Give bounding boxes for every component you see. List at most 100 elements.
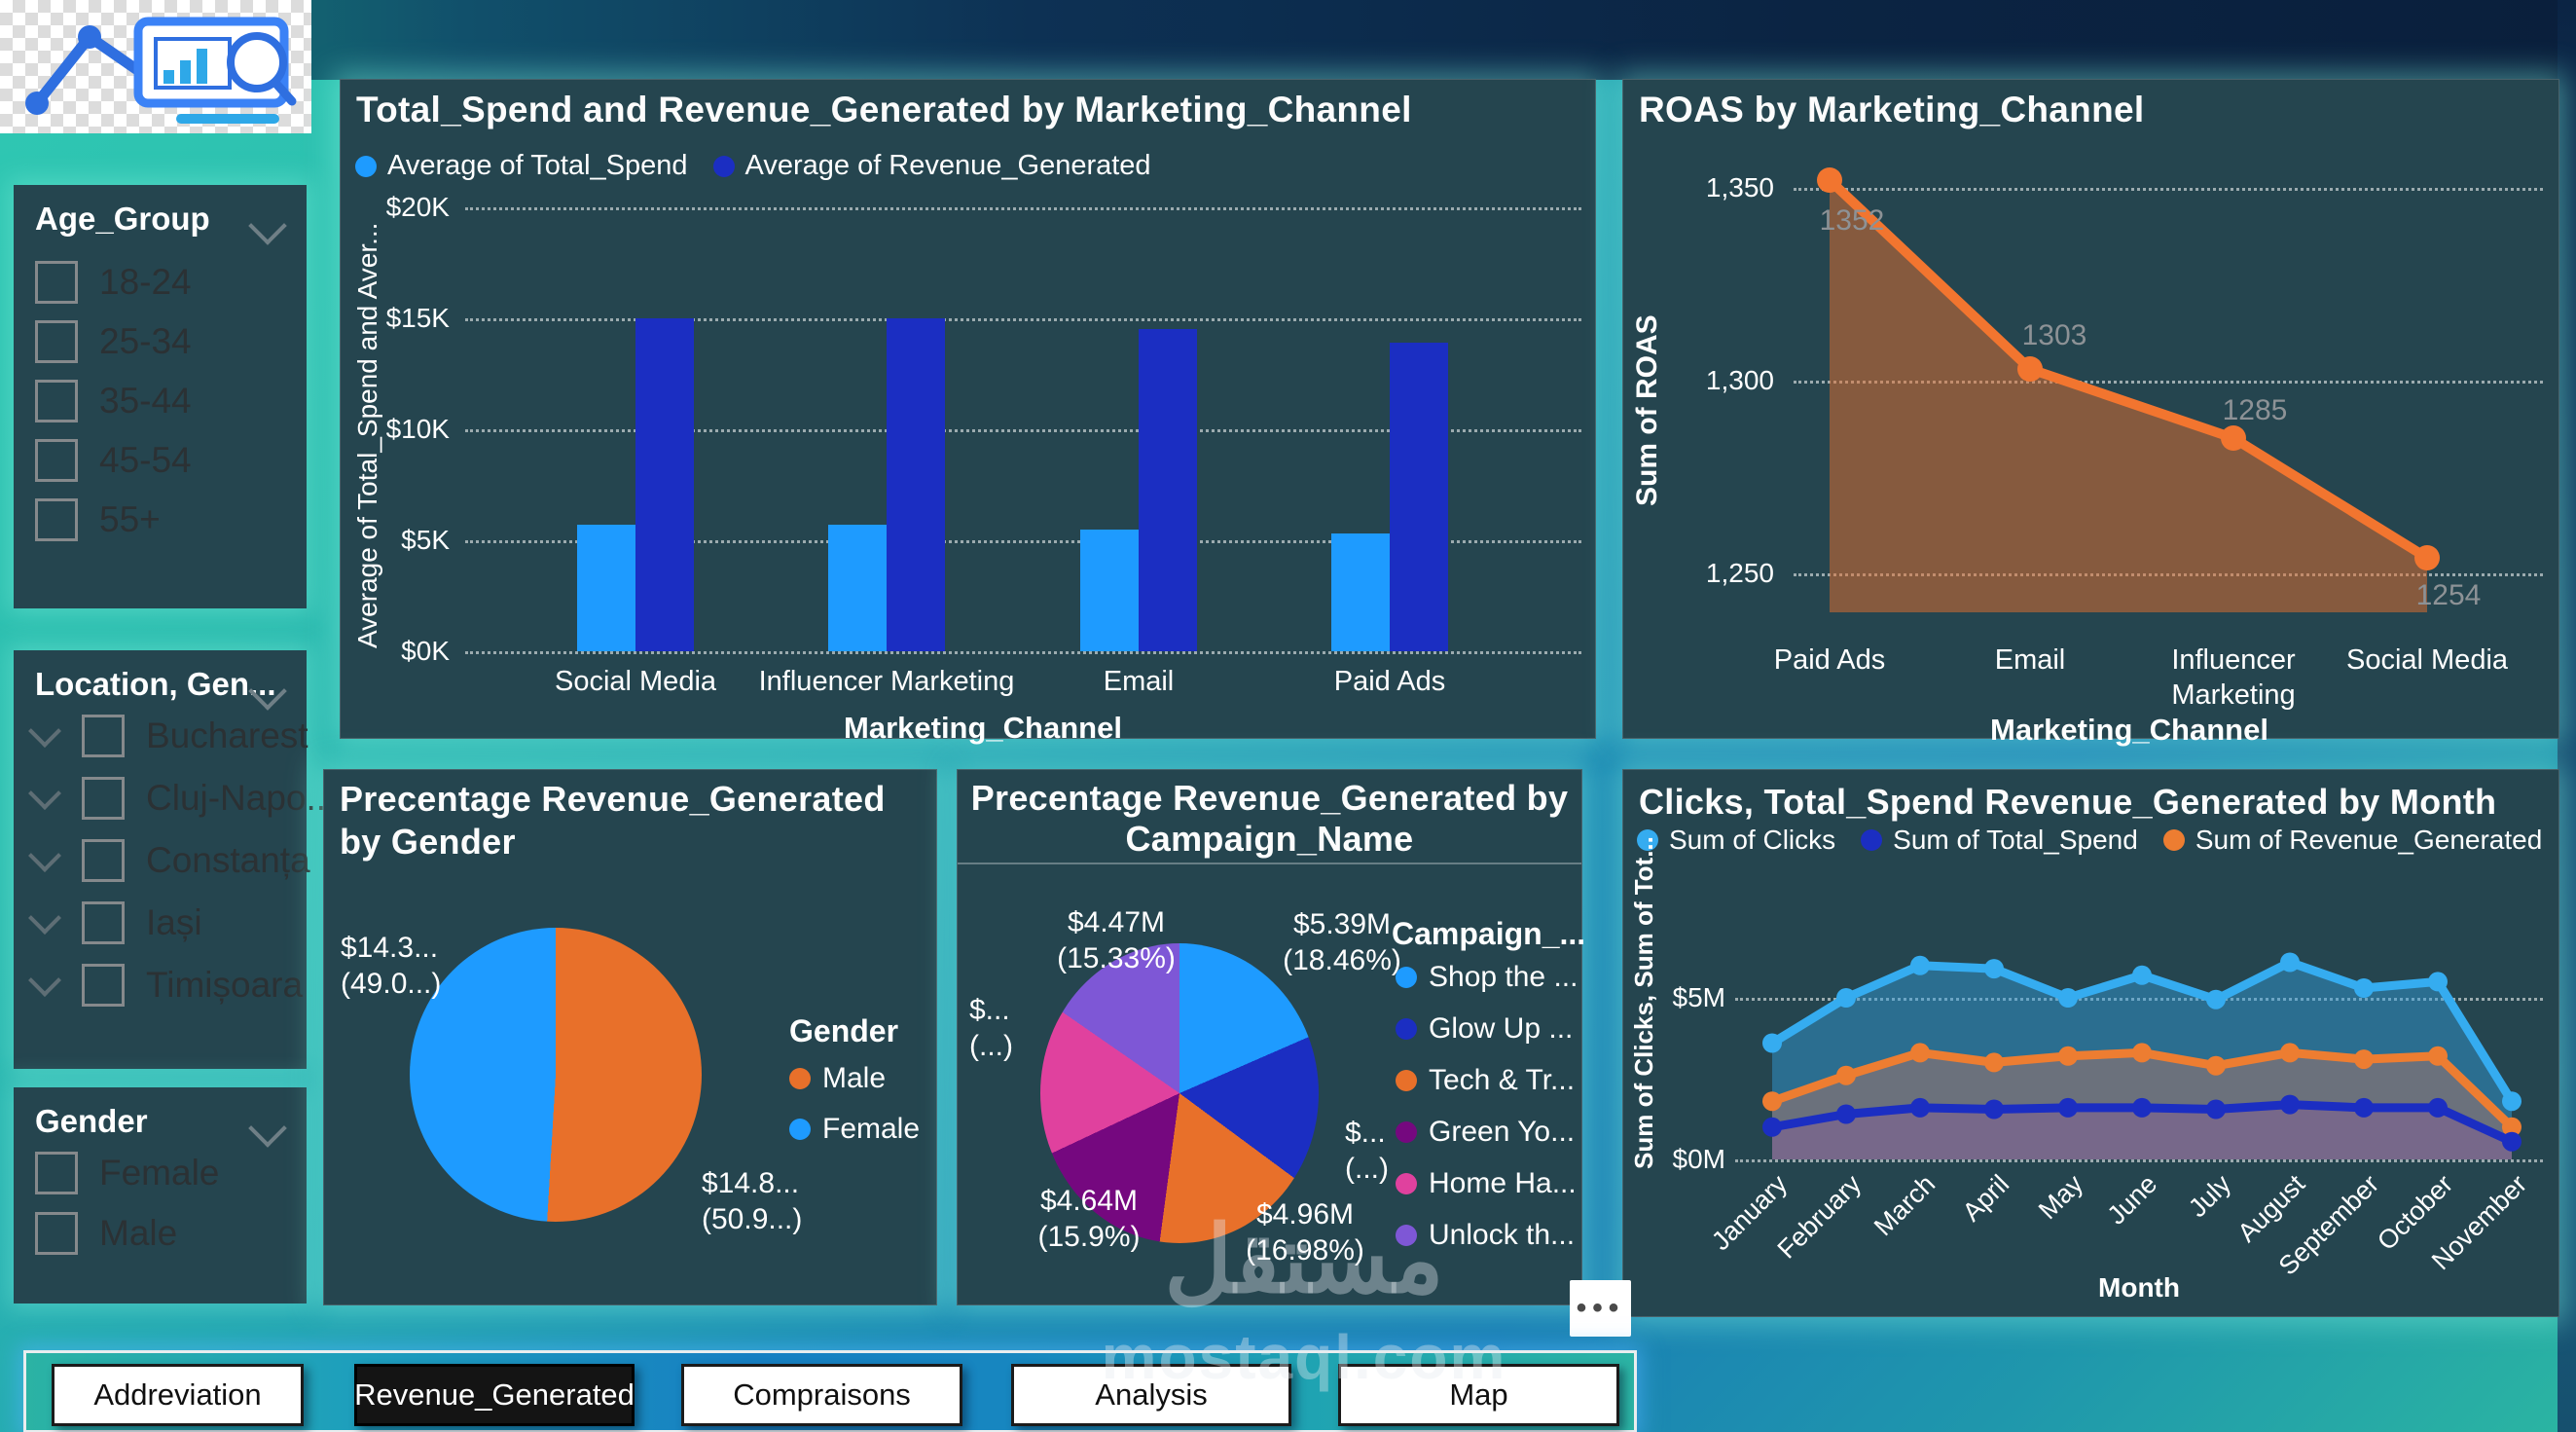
bar-Influencer Marketing-spend[interactable] — [828, 525, 887, 651]
legend-dot-icon — [1396, 1121, 1417, 1143]
checkbox-Female[interactable] — [35, 1152, 78, 1194]
gridline — [465, 651, 1581, 654]
bar-Paid Ads-spend[interactable] — [1331, 533, 1390, 651]
checkbox-45-54[interactable] — [35, 439, 78, 482]
legend-item-Sum of Clicks[interactable]: Sum of Clicks — [1637, 825, 1835, 856]
legend-label: Home Ha... — [1429, 1167, 1577, 1199]
checkbox-Male[interactable] — [35, 1212, 78, 1255]
gridline — [1735, 1159, 2543, 1162]
legend-item-Female[interactable]: Female — [789, 1113, 920, 1146]
nav-button-Map[interactable]: Map — [1338, 1364, 1619, 1426]
campaign-pie[interactable] — [1040, 943, 1319, 1243]
checkbox-55+[interactable] — [35, 498, 78, 541]
pie-label-line: $4.64M — [1039, 1185, 1139, 1217]
checkbox-35-44[interactable] — [35, 380, 78, 422]
roas-chart-widget: ROAS by Marketing_Channel Sum of ROAS 1,… — [1622, 79, 2559, 747]
legend-label: Glow Up ... — [1429, 1012, 1574, 1045]
legend-item-Home Ha...[interactable]: Home Ha... — [1396, 1167, 1577, 1200]
legend-label: Sum of Total_Spend — [1893, 825, 2138, 855]
page-navigation-bar: Addreviation Revenue_Generated Compraisons… — [23, 1350, 1637, 1432]
checkbox-25-34[interactable] — [35, 320, 78, 363]
expand-chevron-icon[interactable] — [28, 715, 61, 748]
checkbox-Timișoara[interactable] — [82, 964, 125, 1007]
expand-chevron-icon[interactable] — [28, 901, 61, 935]
filter-item-Constanța: Constanța — [28, 839, 310, 882]
bar-Social Media-revenue[interactable] — [635, 318, 694, 651]
filter-item-45-54: 45-54 — [35, 439, 192, 482]
bar-Paid Ads-revenue[interactable] — [1390, 343, 1448, 651]
nav-button-Revenue_Generated[interactable]: Revenue_Generated — [354, 1364, 635, 1426]
legend-dot-icon — [2162, 829, 2185, 851]
x-category-label: Influencer Marketing — [2171, 644, 2296, 711]
gender-pie[interactable] — [410, 928, 702, 1222]
pie-label-line: $5.39M — [1292, 908, 1392, 940]
checkbox-Constanța[interactable] — [82, 839, 125, 882]
roas-x-axis-title: Marketing_Channel — [1990, 713, 2268, 747]
y-tick-label: $20K — [385, 192, 450, 222]
background-top-strip — [0, 0, 2576, 93]
nav-button-Analysis[interactable]: Analysis — [1011, 1364, 1291, 1426]
expand-chevron-icon[interactable] — [28, 964, 61, 997]
legend-item-Green Yo...[interactable]: Green Yo... — [1396, 1116, 1575, 1149]
bar-Email-spend[interactable] — [1080, 529, 1139, 651]
y-tick-label: $0K — [401, 636, 450, 666]
checkbox-Bucharest[interactable] — [82, 715, 125, 757]
pie-label-line: (16.98%) — [1246, 1234, 1364, 1267]
chart-canvas — [1817, 167, 2440, 612]
x-category-label: Social Media — [2345, 644, 2509, 676]
filter-item-label: Constanța — [146, 840, 310, 880]
filter-item-Timișoara: Timișoara — [28, 964, 304, 1007]
legend-item-Glow Up ...[interactable]: Glow Up ... — [1396, 1012, 1573, 1046]
filter-item-label: 35-44 — [99, 381, 192, 421]
checkbox-Iași[interactable] — [82, 901, 125, 944]
legend-item-Average of Revenue_Generated[interactable]: Average of Revenue_Generated — [712, 150, 1151, 182]
chevron-down-icon[interactable] — [248, 1109, 287, 1148]
pie-label-line: (50.9...) — [702, 1203, 803, 1235]
expand-chevron-icon[interactable] — [28, 777, 61, 810]
filter-item-label: Iași — [146, 902, 202, 942]
y-tick-label: $10K — [385, 414, 450, 444]
legend-label: Female — [822, 1113, 921, 1145]
legend-label: Shop the ... — [1429, 961, 1578, 993]
filter-item-55+: 55+ — [35, 498, 161, 541]
gender-pie-plot: $14.3... (49.0...) $14.8... (50.9...) Gender… — [324, 770, 936, 1304]
legend-item-Sum of Revenue_Generated[interactable]: Sum of Revenue_Generated — [2162, 825, 2543, 856]
filter-item-label: Female — [99, 1153, 220, 1193]
filter-gender: Gender Female Male — [14, 1087, 307, 1303]
legend-item-Tech & Tr...[interactable]: Tech & Tr... — [1396, 1064, 1575, 1097]
campaign-pie-title-line1: Precentage Revenue_Generated by — [970, 778, 1569, 818]
pie-label-line: (15.9%) — [1037, 1221, 1141, 1253]
gridline — [465, 207, 1581, 210]
legend-dot-icon — [1637, 829, 1658, 851]
pie-label-line: $... — [1345, 1117, 1386, 1149]
filter-location: Location, Gen... Bucharest Cluj-Napo... Co… — [14, 650, 336, 1069]
nav-button-Compraisons[interactable]: Compraisons — [681, 1364, 962, 1426]
legend-item-Sum of Total_Spend[interactable]: Sum of Total_Spend — [1861, 825, 2138, 856]
more-options-button[interactable]: ••• — [1570, 1280, 1631, 1337]
y-tick-label: $15K — [385, 303, 450, 333]
x-category-label: Email — [1103, 666, 1175, 697]
legend-item-Male[interactable]: Male — [789, 1062, 886, 1095]
pie-label-line: (18.46%) — [1283, 944, 1401, 976]
nav-button-Addreviation[interactable]: Addreviation — [52, 1364, 304, 1426]
checkbox-18-24[interactable] — [35, 261, 78, 304]
pie-label-Shop the ...: $5.39M (18.46%) — [1250, 906, 1434, 978]
pie-label-line: $14.8... — [702, 1167, 800, 1199]
bar-Email-revenue[interactable] — [1139, 329, 1197, 651]
line-chart-legend: Sum of Clicks Sum of Total_Spend Sum of Re… — [1637, 825, 2567, 856]
checkbox-Cluj-Napo...[interactable] — [82, 777, 125, 820]
filter-item-25-34: 25-34 — [35, 320, 192, 363]
expand-chevron-icon[interactable] — [28, 839, 61, 872]
bar-Social Media-spend[interactable] — [577, 525, 635, 651]
pie-label-Green Yo...: $4.64M (15.9%) — [997, 1183, 1181, 1255]
legend-dot-icon — [1396, 967, 1417, 988]
legend-item-Shop the ...[interactable]: Shop the ... — [1396, 961, 1578, 994]
filter-age-group-title: Age_Group — [35, 201, 210, 237]
chevron-down-icon[interactable] — [248, 206, 287, 245]
legend-item-Average of Total_Spend[interactable]: Average of Total_Spend — [355, 150, 688, 182]
legend-item-Unlock th...[interactable]: Unlock th... — [1396, 1219, 1575, 1252]
bar-Influencer Marketing-revenue[interactable] — [887, 318, 945, 651]
legend-label: Sum of Revenue_Generated — [2195, 825, 2543, 855]
filter-item-label: Timișoara — [146, 965, 304, 1005]
